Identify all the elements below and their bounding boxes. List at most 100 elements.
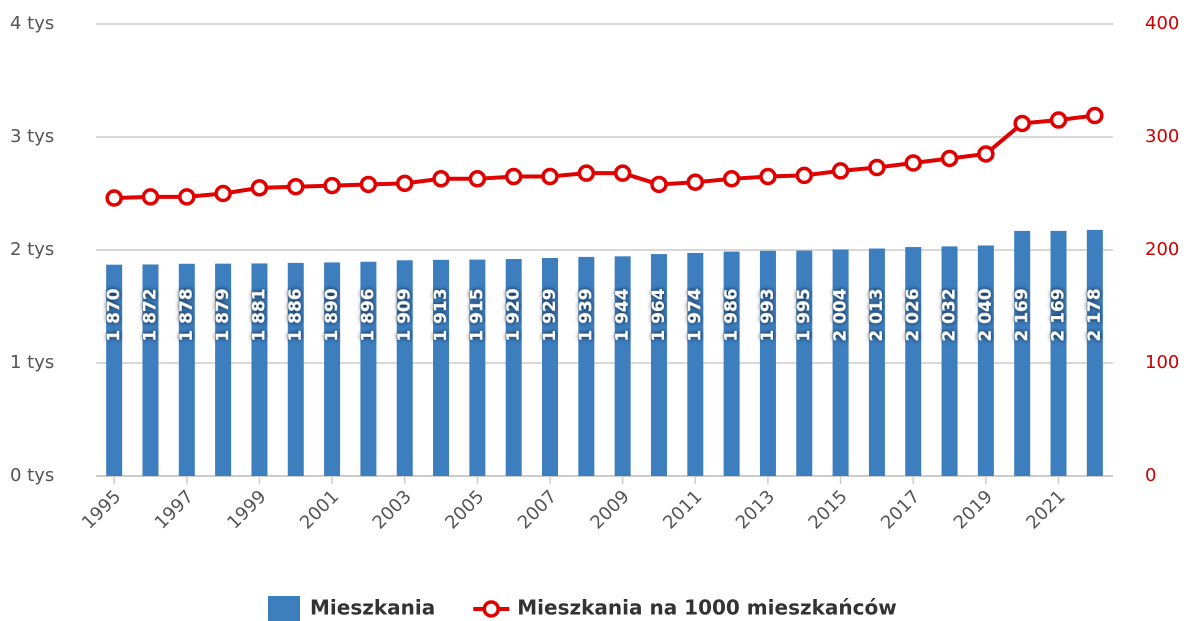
y-tick-label: 4 tys (10, 13, 54, 34)
line-marker (1013, 114, 1031, 133)
y-tick-label: 1 tys (10, 352, 54, 373)
line (114, 113, 1096, 201)
data-label: 2 026 (903, 288, 923, 341)
data-label: 1 881 (249, 288, 269, 341)
bar (178, 263, 195, 476)
line-marker (1086, 106, 1104, 125)
y-tick-label: 2 tys (10, 239, 54, 260)
bar (542, 258, 559, 476)
data-label: 1 964 (649, 288, 669, 341)
line-marker (759, 167, 777, 186)
x-tick-label: 1997 (151, 486, 198, 533)
legend-swatch (268, 596, 300, 621)
bar (578, 256, 595, 476)
bar (215, 263, 232, 476)
bar (396, 260, 413, 476)
x-tick-label: 1995 (78, 486, 125, 533)
data-label: 1 913 (431, 288, 451, 341)
line-marker (178, 188, 196, 206)
data-label: 1 974 (685, 288, 705, 341)
x-tick-label: 2005 (441, 486, 488, 533)
line-marker (868, 158, 886, 177)
bar (759, 250, 776, 476)
data-label: 1 993 (758, 288, 778, 341)
data-label: 1 986 (722, 288, 742, 341)
line-marker (141, 188, 160, 206)
line-marker (214, 184, 232, 203)
line-marker (395, 174, 414, 193)
line-marker (577, 164, 596, 182)
line-marker (287, 177, 305, 196)
bar (832, 249, 849, 476)
data-label: 1 915 (467, 288, 487, 341)
y-tick-label: 0 tys (10, 465, 54, 486)
line-marker (432, 170, 450, 188)
line-marker (831, 162, 850, 180)
data-label: 2 013 (867, 288, 887, 341)
bar (905, 247, 922, 476)
line-marker (541, 167, 559, 186)
y2-tick-label: 0 (1145, 465, 1156, 486)
line-marker (105, 189, 123, 207)
line-marker (795, 166, 814, 185)
y2-tick-label: 100 (1145, 352, 1179, 373)
data-label: 1 909 (395, 288, 415, 341)
y2-tick-label: 400 (1145, 13, 1179, 34)
data-label: 1 995 (794, 288, 814, 341)
data-label: 1 896 (358, 288, 378, 341)
line-marker (722, 170, 741, 188)
legend-label: Mieszkania (310, 596, 435, 620)
x-tick-label: 2019 (950, 486, 997, 533)
line-marker (323, 176, 341, 195)
bar (941, 246, 958, 476)
bar (433, 259, 450, 476)
bar (106, 264, 123, 476)
line-marker (1049, 111, 1068, 129)
line-marker (940, 149, 959, 168)
line-marker (613, 164, 632, 182)
data-label: 2 169 (1012, 288, 1032, 341)
data-label: 1 939 (576, 288, 596, 341)
line-marker (977, 145, 995, 163)
line-marker (468, 170, 487, 188)
bar (505, 259, 522, 476)
line-marker (650, 175, 668, 194)
x-tick-label: 2011 (659, 486, 706, 533)
x-tick-label: 2017 (877, 486, 924, 533)
data-label: 1 944 (613, 288, 633, 341)
legend-swatch (482, 600, 501, 618)
data-label: 1 870 (104, 288, 124, 341)
bar (977, 245, 994, 476)
data-label: 2 032 (940, 288, 960, 341)
line-marker (904, 154, 922, 172)
x-tick-label: 2001 (296, 486, 343, 533)
data-label: 1 879 (213, 288, 233, 341)
x-tick-label: 2009 (586, 486, 633, 533)
bar (324, 262, 341, 476)
data-label: 1 872 (140, 288, 160, 341)
line-marker (686, 173, 705, 191)
bar (614, 256, 631, 476)
x-tick-label: 1999 (223, 486, 270, 533)
line-marker (250, 179, 269, 197)
y-tick-label: 3 tys (10, 126, 54, 147)
bar (360, 261, 377, 476)
line-marker (504, 167, 523, 186)
data-label: 2 178 (1085, 288, 1105, 341)
bar (687, 252, 704, 476)
y2-tick-label: 300 (1145, 126, 1179, 147)
data-label: 1 929 (540, 288, 560, 341)
bar (287, 262, 304, 476)
data-label: 1 878 (177, 288, 197, 341)
data-label: 1 890 (322, 288, 342, 341)
bar (1086, 229, 1103, 476)
bar (868, 248, 885, 476)
x-tick-label: 2007 (514, 486, 561, 533)
line-marker (359, 175, 378, 194)
bar (650, 254, 667, 476)
y2-tick-label: 200 (1145, 239, 1179, 260)
x-tick-label: 2013 (732, 486, 779, 533)
bar (1050, 230, 1067, 476)
x-tick-label: 2015 (804, 486, 851, 533)
